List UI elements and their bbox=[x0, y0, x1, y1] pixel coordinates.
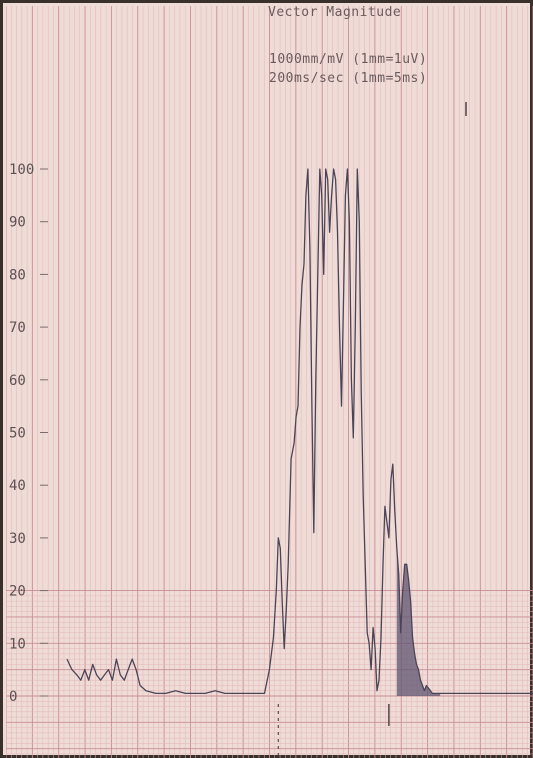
vector-magnitude-series-line bbox=[66, 168, 533, 695]
y-tick-label: 30 bbox=[9, 531, 26, 547]
speed-label: 200ms/sec (1mm=5ms) bbox=[269, 70, 428, 87]
chart-paper: 0 10 20 30 40 50 60 70 80 90 100 bbox=[6, 6, 533, 758]
y-tick-label: 90 bbox=[9, 215, 26, 231]
y-axis: 0 10 20 30 40 50 60 70 80 90 100 bbox=[9, 162, 48, 705]
sensitivity-label: 1000mm/mV (1mm=1uV) bbox=[269, 51, 428, 68]
y-tick-label: 80 bbox=[9, 267, 26, 283]
y-tick-label: 100 bbox=[9, 162, 34, 178]
chart-title: Vector Magnitude bbox=[268, 4, 402, 21]
y-tick-label: 0 bbox=[9, 689, 17, 705]
y-tick-label: 40 bbox=[9, 478, 26, 494]
late-potential-shaded-area bbox=[396, 548, 441, 696]
graph-paper-grid bbox=[6, 6, 533, 758]
chart-marks bbox=[277, 102, 467, 758]
y-tick-label: 20 bbox=[9, 584, 26, 600]
y-tick-label: 50 bbox=[9, 426, 26, 442]
y-tick-label: 10 bbox=[9, 636, 26, 652]
y-tick-label: 70 bbox=[9, 320, 26, 336]
y-tick-label: 60 bbox=[9, 373, 26, 389]
